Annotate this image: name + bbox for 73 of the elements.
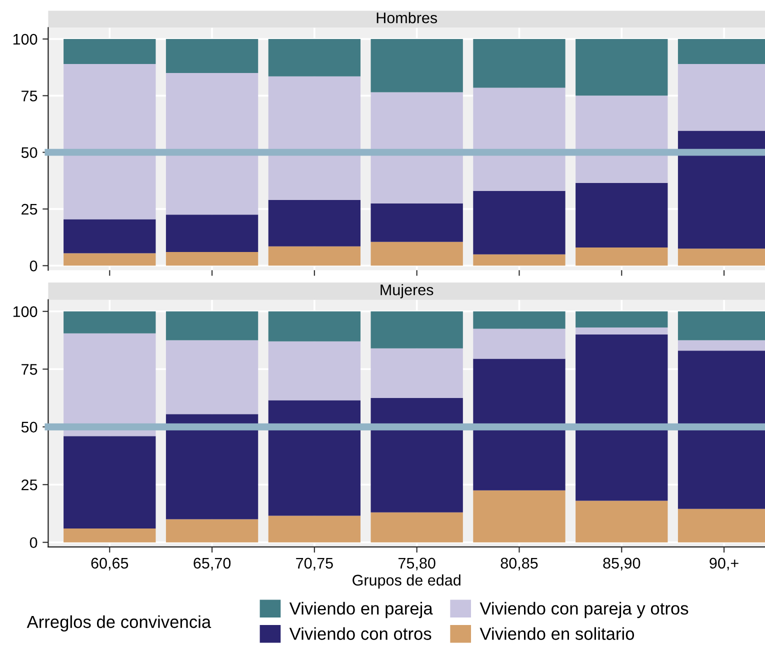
y-tick-label: 100 xyxy=(13,306,38,318)
bar xyxy=(576,328,668,334)
bar xyxy=(268,311,361,342)
x-tick-label: 70,75 xyxy=(296,558,333,570)
bar xyxy=(268,516,361,542)
bar xyxy=(64,219,156,254)
x-tick-label: 60,65 xyxy=(91,558,128,570)
legend-label: Viviendo en pareja xyxy=(289,602,433,618)
bar xyxy=(576,500,668,542)
bar xyxy=(576,311,668,328)
legend-label: Viviendo con otros xyxy=(289,627,432,640)
x-tick-label: 65,70 xyxy=(194,558,231,570)
bar xyxy=(268,341,361,400)
bar xyxy=(576,96,668,183)
bar xyxy=(473,88,566,191)
bar xyxy=(473,328,566,359)
y-tick-label: 100 xyxy=(13,34,38,45)
bar xyxy=(64,436,156,528)
legend-label: Viviendo en solitario xyxy=(480,627,634,640)
bar xyxy=(166,39,258,74)
bar xyxy=(268,246,361,266)
bar xyxy=(268,39,361,76)
bar xyxy=(64,333,156,436)
y-tick-label: 75 xyxy=(22,364,38,375)
bar xyxy=(370,242,463,266)
x-tick-label: 80,85 xyxy=(500,558,538,570)
y-tick-label: 50 xyxy=(21,422,38,433)
bar xyxy=(370,203,463,242)
bar xyxy=(576,334,668,501)
y-tick-label: 25 xyxy=(22,479,38,490)
bar xyxy=(166,311,258,340)
x-tick-label: 90,+ xyxy=(710,558,738,570)
bar xyxy=(64,253,156,266)
bar xyxy=(370,311,463,348)
bar xyxy=(64,528,156,542)
bar xyxy=(370,92,463,204)
chart-title: Mujeres xyxy=(380,284,434,298)
bar xyxy=(370,39,463,92)
bar xyxy=(166,340,258,414)
bar xyxy=(166,519,258,542)
x-tick-label: 75,80 xyxy=(398,558,436,570)
y-tick-label: 50 xyxy=(21,147,38,158)
bar xyxy=(268,400,361,516)
bar xyxy=(64,311,156,334)
bar xyxy=(473,190,566,254)
bar xyxy=(473,490,566,542)
bar xyxy=(370,512,463,542)
y-tick-label: 0 xyxy=(30,537,38,548)
bar xyxy=(473,311,566,329)
bar xyxy=(473,358,566,490)
bar xyxy=(576,182,668,248)
bar xyxy=(166,73,258,215)
chart-title: Hombres xyxy=(376,12,438,24)
bar xyxy=(64,39,156,64)
legend-label: Viviendo con pareja y otros xyxy=(480,602,688,618)
bar xyxy=(370,348,463,398)
bar xyxy=(576,39,668,96)
bar xyxy=(64,64,156,220)
x-axis-title: Grupos de edad xyxy=(352,574,460,589)
x-tick-label: 85,90 xyxy=(603,558,640,570)
y-tick-label: 0 xyxy=(30,260,38,272)
legend-title: Arreglos de convivencia xyxy=(26,615,212,632)
bar xyxy=(268,76,361,200)
bar xyxy=(166,414,258,520)
bar xyxy=(166,252,258,266)
bar xyxy=(473,39,566,88)
y-tick-label: 75 xyxy=(22,90,38,102)
bar xyxy=(166,214,258,252)
bar xyxy=(576,248,668,266)
bar xyxy=(268,200,361,246)
bar xyxy=(370,398,463,512)
bar xyxy=(473,254,566,266)
y-tick-label: 25 xyxy=(22,204,38,215)
